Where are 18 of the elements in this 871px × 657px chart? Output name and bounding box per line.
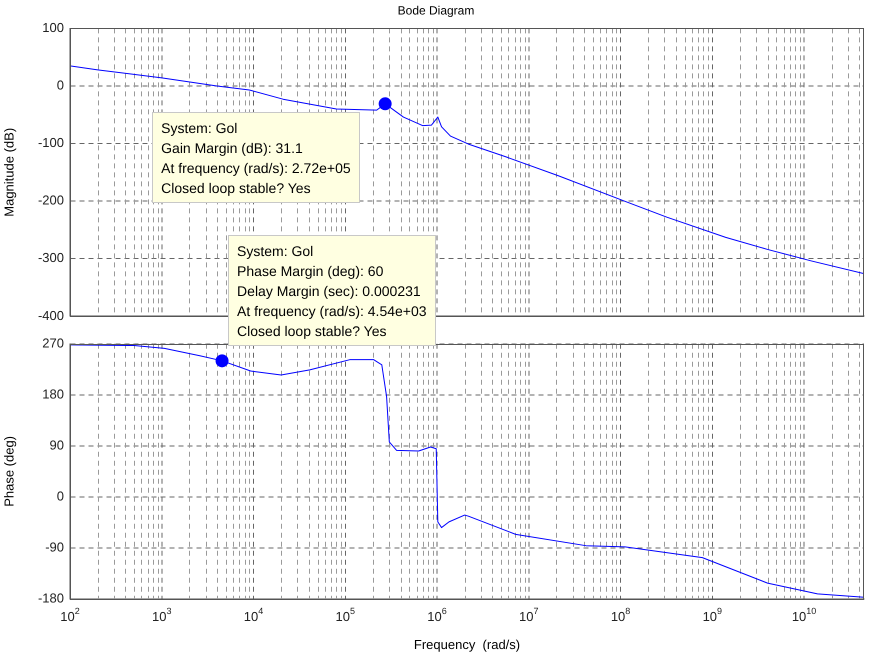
y-tick-label: -300 xyxy=(38,250,64,266)
y-tick-label: -100 xyxy=(38,135,64,150)
y-tick-label: 0 xyxy=(56,488,64,504)
y-tick-label: 100 xyxy=(42,20,64,35)
chart-title: Bode Diagram xyxy=(398,4,474,18)
y-axis-title: Phase (deg) xyxy=(1,436,16,507)
annotation: System: Gol Phase Margin (deg): 60 Delay Margin (sec): 0.000231 At frequency (rad/s): 4.54e+03 Closed loop stable? Yes xyxy=(237,242,427,341)
y-tick-label: 180 xyxy=(42,386,64,402)
annotation: System: Gol Gain Margin (dB): 31.1 At frequency (rad/s): 2.72e+05 Closed loop stable? Yes xyxy=(161,118,351,198)
y-tick-label: 90 xyxy=(50,437,64,452)
x-axis-title: Frequency (rad/s) xyxy=(414,636,520,652)
y-axis-title: Magnitude (dB) xyxy=(1,128,16,217)
y-tick-label: -90 xyxy=(45,540,64,555)
y-tick-label: 0 xyxy=(56,78,64,93)
y-tick-label: -400 xyxy=(38,308,64,323)
y-tick-label: 270 xyxy=(42,335,64,350)
y-tick-label: -200 xyxy=(38,192,64,208)
y-tick-label: -180 xyxy=(38,590,64,606)
